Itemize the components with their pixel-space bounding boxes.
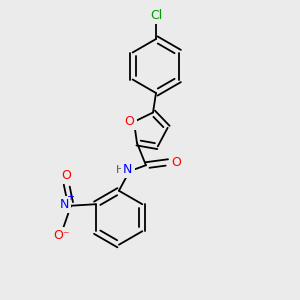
Text: O: O	[171, 156, 181, 169]
Text: N: N	[123, 163, 133, 176]
Text: Cl: Cl	[150, 9, 162, 22]
Text: H: H	[116, 165, 124, 175]
Text: O: O	[124, 115, 134, 128]
Text: +: +	[66, 192, 74, 202]
Text: O⁻: O⁻	[54, 229, 70, 242]
Text: N: N	[60, 198, 69, 211]
Text: O: O	[61, 169, 71, 182]
